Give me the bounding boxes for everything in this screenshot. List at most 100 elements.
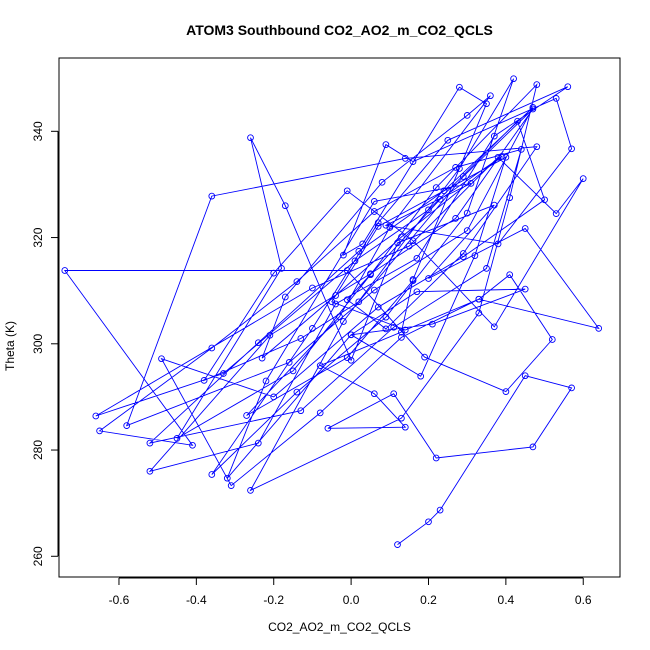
data-point [370, 286, 378, 294]
data-point [328, 298, 336, 306]
data-point [579, 175, 587, 182]
data-point [208, 344, 216, 352]
data-point [270, 393, 278, 401]
data-point [394, 239, 401, 247]
series-line [63, 78, 600, 545]
plot-frame [58, 57, 621, 578]
data-point [506, 271, 514, 279]
data-point [459, 173, 467, 180]
axes: -0.6 -0.4 -0.2 0.0 0.2 0.4 0.6 260 280 300 320 340 [31, 121, 592, 607]
data-point [374, 303, 382, 311]
x-tick-label: -0.2 [263, 593, 284, 607]
data-point [529, 104, 537, 111]
data-point [370, 390, 378, 398]
data-point [564, 83, 572, 91]
data-point [386, 224, 394, 231]
data-point [409, 277, 417, 284]
data-point [502, 153, 510, 161]
data-point [262, 377, 270, 385]
data-point [146, 467, 154, 475]
data-point [382, 221, 390, 229]
data-point [432, 454, 440, 462]
data-point [459, 253, 467, 261]
data-point [494, 153, 502, 161]
data-point [401, 326, 409, 334]
data-point [382, 325, 390, 333]
data-point [146, 439, 154, 447]
data-point [398, 334, 405, 341]
plot-area [61, 75, 603, 548]
data-point [568, 384, 575, 392]
data-point [475, 295, 483, 303]
data-point [425, 275, 432, 282]
data-point [521, 225, 529, 232]
data-point [390, 323, 398, 331]
data-point [278, 265, 285, 272]
data-point [595, 325, 603, 332]
data-point [123, 422, 131, 429]
data-point [456, 83, 463, 91]
data-point [533, 143, 541, 151]
data-point [436, 506, 444, 514]
chart-title: ATOM3 Southbound CO2_AO2_m_CO2_QCLS [186, 22, 493, 38]
data-point [401, 423, 409, 431]
data-point [456, 165, 463, 172]
x-tick-label: 0.6 [575, 593, 592, 607]
data-point [425, 206, 432, 214]
y-tick-label: 260 [31, 546, 45, 566]
data-point [463, 227, 471, 234]
data-point [324, 424, 332, 432]
data-point [258, 354, 266, 362]
data-point [374, 223, 382, 230]
data-point [347, 331, 355, 339]
data-point [289, 367, 297, 375]
data-point [343, 354, 351, 361]
data-point [316, 362, 324, 369]
data-point [506, 194, 514, 202]
data-point [297, 407, 305, 415]
data-point [343, 267, 351, 274]
data-point [390, 390, 398, 398]
data-point [340, 318, 347, 325]
data-point [378, 178, 386, 186]
x-tick-label: 0.4 [498, 593, 515, 607]
data-point [413, 288, 421, 296]
data-point [367, 270, 374, 278]
data-point [471, 252, 479, 259]
data-point [355, 298, 363, 306]
data-point [200, 377, 208, 384]
data-point [510, 75, 517, 83]
data-point [514, 117, 521, 125]
data-point [440, 187, 448, 195]
data-point [374, 219, 382, 227]
data-point [281, 293, 289, 301]
data-point [355, 248, 363, 255]
data-point [61, 267, 69, 274]
data-point [421, 353, 428, 361]
data-point [340, 251, 347, 259]
data-point [490, 323, 498, 331]
data-point [254, 339, 262, 347]
data-point [521, 372, 529, 380]
data-point [483, 100, 490, 108]
data-point [398, 328, 405, 336]
data-point [173, 435, 181, 442]
data-point [189, 441, 196, 449]
data-point [425, 518, 432, 526]
x-tick-label: -0.4 [186, 593, 207, 607]
data-point [247, 134, 254, 142]
data-point [343, 187, 351, 195]
data-point [370, 208, 378, 215]
data-point [247, 487, 254, 494]
data-point [285, 359, 293, 366]
data-point [297, 335, 305, 342]
data-point [351, 257, 359, 265]
data-point [444, 136, 452, 144]
data-point [409, 158, 417, 165]
data-point [398, 414, 405, 422]
data-point [429, 320, 436, 328]
x-tick-label: 0.2 [420, 593, 437, 607]
data-point [490, 201, 498, 209]
data-point [490, 132, 498, 140]
